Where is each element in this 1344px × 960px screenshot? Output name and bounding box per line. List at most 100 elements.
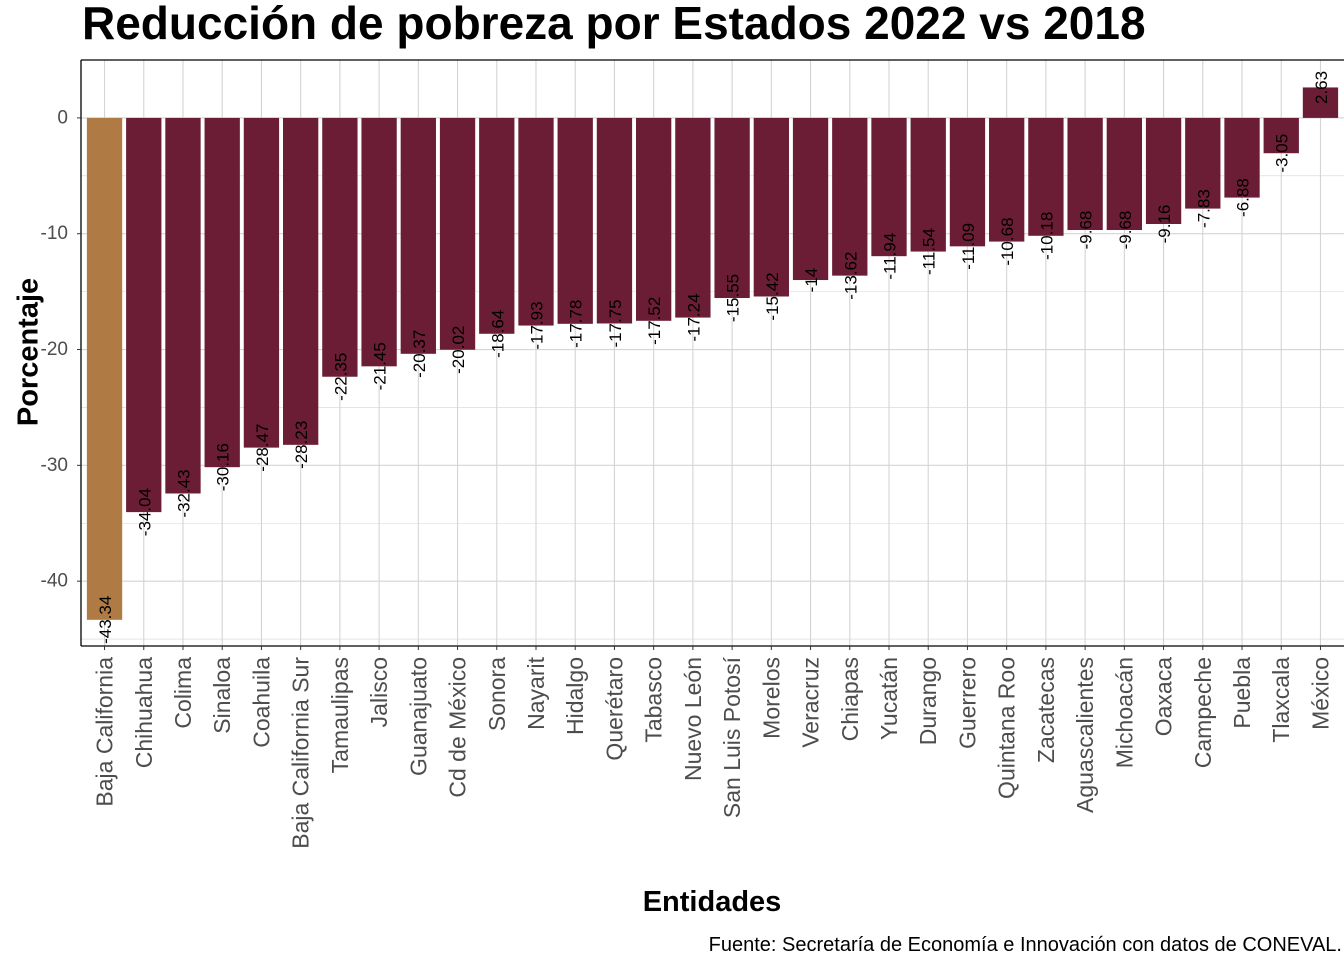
x-tick-label: Tlaxcala — [1268, 657, 1294, 743]
bar — [479, 117, 515, 334]
x-tick-label: Coahuila — [248, 657, 274, 748]
bar-value-label: -11.94 — [881, 233, 900, 280]
bar — [86, 117, 123, 620]
x-tick-label: Sinaloa — [209, 657, 235, 734]
x-tick-label: Tamaulipas — [327, 657, 353, 773]
x-tick-label: Colima — [170, 657, 196, 729]
bar — [518, 117, 554, 326]
bar-value-label: -9.68 — [1116, 211, 1135, 250]
x-tick-label: Baja California Sur — [288, 657, 314, 849]
x-tick-label: Durango — [915, 657, 941, 745]
bar — [557, 117, 593, 324]
bar — [1106, 117, 1142, 231]
bar-value-label: -15.42 — [763, 272, 782, 320]
bar-value-label: -10.68 — [998, 217, 1017, 265]
bar — [204, 117, 240, 468]
bar-value-label: -20.02 — [449, 326, 468, 374]
x-tick-label: Nuevo León — [680, 657, 706, 781]
bar — [165, 117, 201, 494]
bar — [792, 117, 829, 281]
bar — [989, 117, 1025, 242]
x-tick-label: Querétaro — [601, 657, 627, 761]
bar — [1185, 117, 1221, 209]
bar-value-label: -15.55 — [724, 274, 743, 322]
x-tick-label: Campeche — [1190, 657, 1216, 768]
bar-value-label: -14 — [802, 268, 821, 293]
bar-value-label: -7.83 — [1194, 189, 1213, 228]
y-tick-label: -20 — [41, 339, 68, 360]
bar-value-label: -34.04 — [135, 488, 154, 536]
bar — [1224, 117, 1260, 198]
chart-caption: Fuente: Secretaría de Economía e Innovac… — [708, 934, 1342, 956]
chart-title: Reducción de pobreza por Estados 2022 vs… — [82, 0, 1146, 49]
x-tick-label: Veracruz — [798, 657, 824, 748]
y-tick-labels: 0 -10 -20 -30 -40 — [41, 107, 81, 592]
x-tick-label: Sonora — [484, 657, 510, 731]
bar-value-label: -13.62 — [841, 252, 860, 300]
y-tick-label: -30 — [41, 455, 68, 476]
bar — [636, 117, 672, 321]
x-tick-label: San Luis Potosí — [719, 656, 745, 818]
bar — [753, 117, 789, 297]
x-tick-label: Guerrero — [954, 657, 980, 749]
value-labels: -43.34 -34.04 -32.43 -30.16 -28.47 -28.23 -22.… — [96, 71, 1331, 644]
x-tick-label: Oaxaca — [1151, 657, 1177, 736]
bar — [949, 117, 986, 247]
bar-value-label: -3.05 — [1273, 134, 1292, 173]
x-tick-label: México — [1307, 657, 1333, 730]
bar — [1067, 117, 1103, 231]
bar-value-label: -28.47 — [253, 424, 272, 472]
bar-value-label: -17.75 — [606, 299, 625, 347]
bar-value-label: -18.64 — [488, 310, 507, 358]
x-tick-label: Quintana Roo — [994, 657, 1020, 799]
bar-value-label: -21.45 — [371, 342, 390, 390]
bar — [400, 117, 436, 354]
x-tick-label: Yucatán — [876, 657, 902, 740]
bars — [86, 87, 1339, 620]
bar-value-label: -20.37 — [410, 330, 429, 378]
bar-value-label: -17.78 — [567, 300, 586, 348]
x-tick-label: Cd de México — [445, 657, 471, 798]
x-tick-label: Guanajuato — [405, 657, 431, 776]
bar-value-label: -28.23 — [292, 421, 311, 469]
bar — [1028, 117, 1064, 236]
x-tick-label: Nayarit — [523, 656, 549, 729]
bar-value-label: -17.24 — [684, 293, 703, 341]
x-tick-label: Hidalgo — [562, 657, 588, 735]
x-tick-label: Morelos — [758, 657, 784, 739]
bar — [1263, 117, 1299, 154]
x-tick-label: Zacatecas — [1033, 657, 1059, 763]
bar — [1302, 87, 1339, 118]
bar — [126, 117, 162, 513]
bar — [832, 117, 868, 276]
y-tick-label: 0 — [57, 107, 68, 128]
bar — [243, 117, 280, 448]
bar — [714, 117, 750, 298]
bar — [910, 117, 946, 252]
x-tick-label: Aguascalientes — [1072, 657, 1098, 813]
bar-value-label: -32.43 — [174, 469, 193, 517]
y-tick-label: -40 — [41, 571, 68, 592]
bar-value-label: 2.63 — [1312, 71, 1331, 104]
bar — [1145, 117, 1182, 224]
x-tick-label: Chiapas — [837, 657, 863, 741]
bar — [322, 117, 358, 377]
bar-value-label: -43.34 — [96, 596, 115, 644]
bar-value-label: -17.93 — [527, 301, 546, 349]
x-tick-labels: Baja California Chihuahua Colima Sinaloa Coa… — [92, 646, 1333, 849]
bar — [361, 117, 397, 367]
bar-value-label: -11.54 — [920, 228, 939, 275]
bar-value-label: -30.16 — [214, 443, 233, 491]
x-tick-label: Chihuahua — [131, 657, 157, 768]
x-tick-label: Puebla — [1229, 657, 1255, 729]
bar-value-label: -10.18 — [1037, 212, 1056, 260]
x-axis-title: Entidades — [642, 886, 782, 918]
x-tick-label: Jalisco — [366, 657, 392, 727]
bar — [283, 117, 319, 445]
bar-value-label: -6.88 — [1234, 178, 1253, 217]
y-tick-label: -10 — [41, 223, 68, 244]
bar-value-label: -9.68 — [1077, 211, 1096, 250]
x-tick-label: Michoacán — [1111, 657, 1137, 768]
axes — [80, 59, 1344, 647]
